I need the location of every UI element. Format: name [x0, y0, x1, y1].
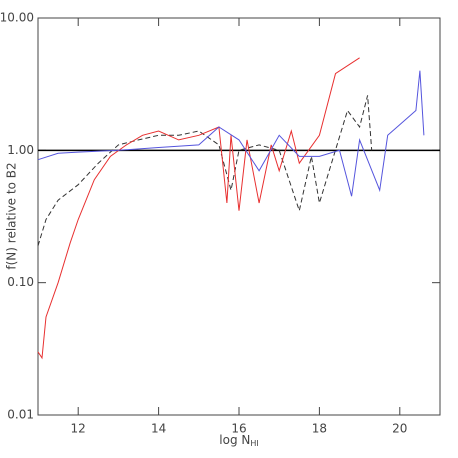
data-line — [37, 70, 425, 197]
plot-frame — [37, 17, 441, 416]
y-axis-label: f(N) relative to B2 — [5, 162, 19, 269]
x-tick-label: 16 — [231, 422, 246, 436]
x-tick-label: 12 — [71, 422, 86, 436]
y-tick-label: 1.00 — [7, 143, 34, 157]
y-tick-label: 10.00 — [0, 11, 34, 25]
y-tick-label: 0.01 — [7, 408, 34, 422]
y-tick-label: 0.10 — [7, 275, 34, 289]
x-tick-label: 18 — [312, 422, 327, 436]
x-label-subscript: HI — [250, 439, 258, 448]
x-label-text: log N — [219, 433, 250, 447]
x-axis-label: log NHI — [219, 433, 258, 448]
data-line — [37, 57, 360, 360]
x-tick-label: 14 — [151, 422, 166, 436]
data-line — [37, 95, 373, 246]
x-tick-label: 20 — [392, 422, 407, 436]
